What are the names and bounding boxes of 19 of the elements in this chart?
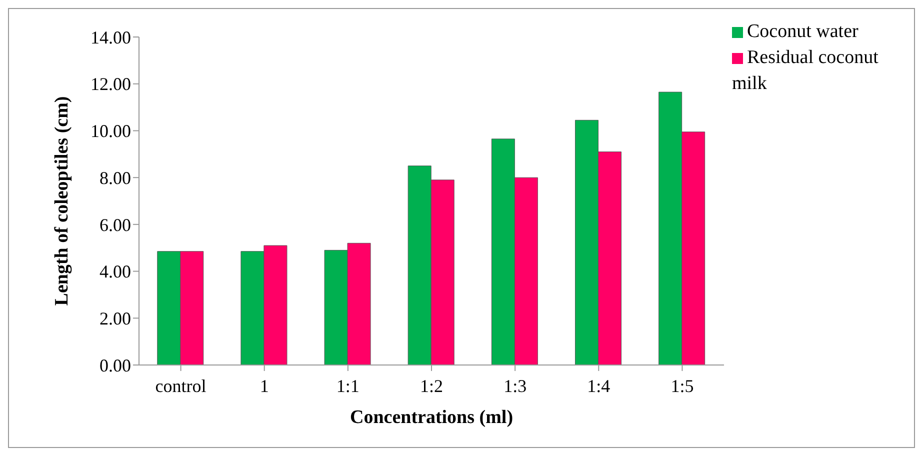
y-tick-label: 0.00 — [100, 355, 131, 376]
x-tick-label: control — [155, 376, 206, 396]
x-tick-label: 1 — [260, 376, 269, 396]
x-axis-title: Concentrations (ml) — [350, 407, 514, 428]
y-tick-label: 8.00 — [100, 168, 131, 188]
y-tick-label: 12.00 — [90, 74, 131, 94]
x-tick-label: 1:1 — [336, 376, 360, 396]
y-axis-title: Length of coleoptiles (cm) — [52, 96, 73, 306]
x-tick-label: 1:5 — [670, 376, 694, 396]
x-tick-label: 1:4 — [587, 376, 610, 396]
y-tick-label: 10.00 — [90, 121, 131, 142]
legend-label: Coconut water — [747, 21, 858, 42]
y-tick-label: 4.00 — [100, 262, 131, 282]
y-tick-label: 2.00 — [100, 308, 131, 329]
x-tick-label: 1:3 — [504, 376, 527, 396]
y-tick-label: 6.00 — [100, 214, 131, 235]
y-tick-label: 14.00 — [90, 27, 131, 48]
legend-label: Residual coconut milk — [732, 47, 878, 94]
x-tick-label: 1:2 — [420, 376, 444, 396]
